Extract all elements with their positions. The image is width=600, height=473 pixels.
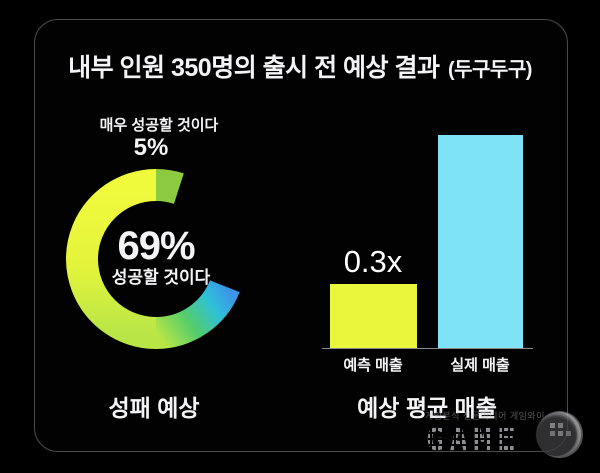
moon-circle-icon bbox=[535, 411, 583, 458]
x-axis-line bbox=[322, 348, 533, 349]
page-title-paren: (두구두구) bbox=[447, 59, 532, 81]
bar-label-actual: 실제 매출 bbox=[450, 357, 510, 374]
donut-slice-very-success bbox=[155, 169, 184, 205]
donut-center-label: 성공할 것이다 bbox=[111, 268, 211, 287]
donut-callout-label: 매우 성공할 것이다 bbox=[99, 117, 219, 134]
game-logo: GAME bbox=[426, 422, 521, 458]
donut-chart bbox=[66, 169, 240, 349]
donut-callout-value: 5% bbox=[133, 134, 169, 161]
donut-caption: 성패 예상 bbox=[108, 395, 200, 421]
donut-center-value: 69% bbox=[117, 224, 195, 268]
bar-label-predicted: 예측 매출 bbox=[343, 357, 403, 374]
donut-slice-success-yellow-part bbox=[66, 169, 157, 349]
donut-slice-success-blue-part bbox=[155, 279, 240, 349]
bar-caption: 예상 평균 매출 bbox=[357, 395, 497, 421]
page-title-main: 내부 인원 350명의 출시 전 예상 결과 bbox=[68, 54, 440, 82]
page-title: 내부 인원 350명의 출시 전 예상 결과 (두구두구) bbox=[0, 48, 600, 84]
pixel-dots-icon bbox=[550, 423, 555, 428]
watermark-tagline: 게임분석 전문미디어 게임와이 bbox=[424, 411, 545, 421]
bar-actual-revenue bbox=[438, 135, 523, 348]
bar-predicted-revenue bbox=[330, 284, 417, 348]
bar-annotation: 0.3x bbox=[343, 244, 403, 279]
